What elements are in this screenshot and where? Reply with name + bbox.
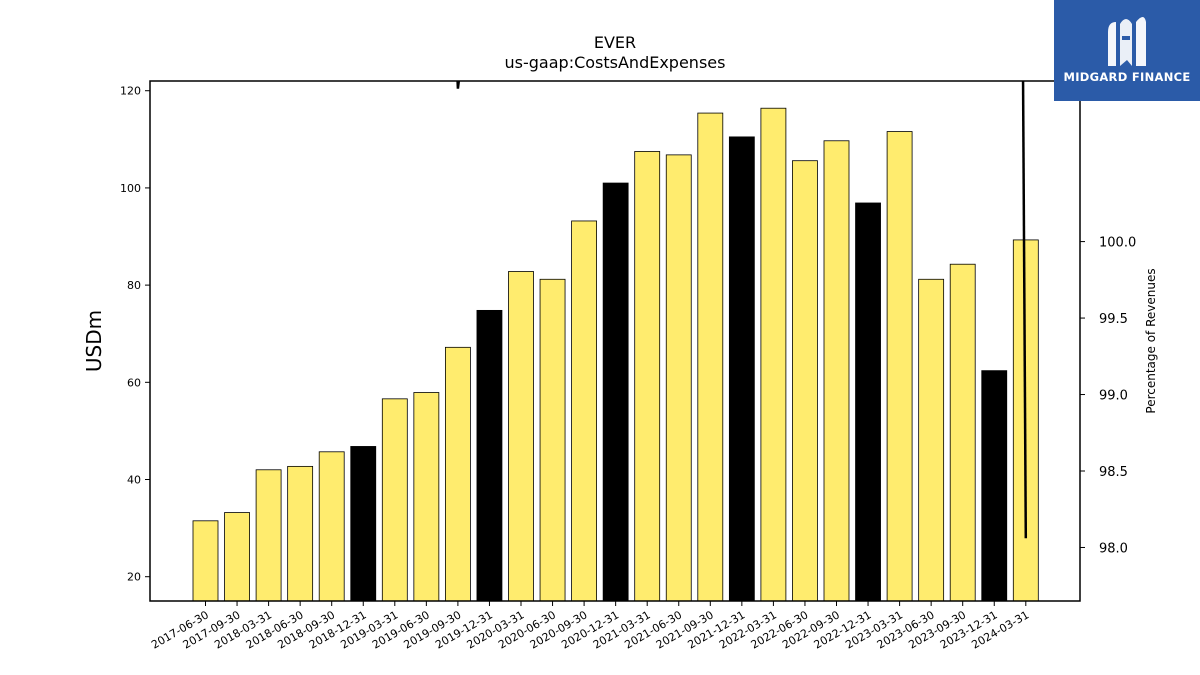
bar-2022-12-31 [855, 202, 881, 602]
bar-2022-03-31 [760, 107, 787, 602]
y2-axis-label: Percentage of Revenues [1144, 268, 1158, 413]
y2-tick-label: 99.0 [1099, 389, 1128, 404]
bar-2018-06-30 [287, 465, 314, 602]
y-tick-label: 20 [127, 571, 141, 584]
line-layer [456, 81, 1028, 539]
y2-tick-label: 98.0 [1099, 541, 1128, 556]
y2-tick-label: 98.5 [1099, 465, 1128, 480]
y-tick-label: 60 [127, 376, 141, 389]
bar-2023-03-31 [886, 131, 913, 602]
bar-2020-06-30 [539, 278, 566, 602]
bar-2022-09-30 [823, 140, 850, 602]
bar-2019-03-31 [381, 398, 408, 602]
bar-2020-12-31 [602, 182, 629, 602]
chart-subtitle: us-gaap:CostsAndExpenses [505, 53, 726, 72]
y-tick-label: 80 [127, 279, 141, 292]
y-tick-label: 100 [120, 182, 141, 195]
chart-title: EVER [594, 33, 636, 52]
bar-2022-06-30 [792, 160, 818, 602]
bar-2018-03-31 [255, 469, 282, 602]
logo-text: MIDGARD FINANCE [1063, 70, 1191, 84]
bar-2023-06-30 [918, 278, 945, 602]
line-segment-0 [456, 81, 461, 89]
y-tick-label: 40 [127, 474, 141, 487]
bar-2023-09-30 [949, 263, 976, 602]
bar-2019-09-30 [444, 346, 471, 602]
midgard-finance-logo: MIDGARD FINANCE [1054, 0, 1200, 101]
y2-tick-label: 99.5 [1099, 312, 1128, 327]
bar-2021-06-30 [665, 154, 692, 602]
plot-frame [149, 80, 1081, 602]
line-segment-1 [1021, 81, 1028, 539]
bar-2017-09-30 [224, 512, 250, 602]
bar-2019-12-31 [476, 309, 503, 602]
y2-tick-label: 100.0 [1099, 236, 1136, 251]
y-axis-left: 20 40 60 80 100 120 [120, 85, 150, 584]
y-tick-label: 120 [120, 85, 141, 98]
bar-2018-12-31 [350, 446, 377, 602]
bar-2018-09-30 [318, 451, 345, 602]
x-axis: 2017-06-302017-09-302018-03-312018-06-30… [149, 601, 1031, 652]
y-axis-label: USDm [82, 310, 106, 372]
bar-2019-06-30 [413, 392, 440, 602]
bar-2021-03-31 [634, 151, 661, 602]
bars-layer [192, 107, 1039, 602]
midgard-logo-mark-icon [1108, 17, 1146, 66]
bar-2017-06-30 [192, 520, 219, 602]
y-axis-right: 98.0 98.5 99.0 99.5 100.0 [1080, 236, 1136, 556]
bar-2020-09-30 [571, 220, 597, 602]
bar-2021-09-30 [697, 112, 724, 602]
bar-2021-12-31 [728, 136, 755, 602]
bar-2023-12-31 [981, 370, 1008, 602]
bar-2020-03-31 [508, 271, 534, 602]
